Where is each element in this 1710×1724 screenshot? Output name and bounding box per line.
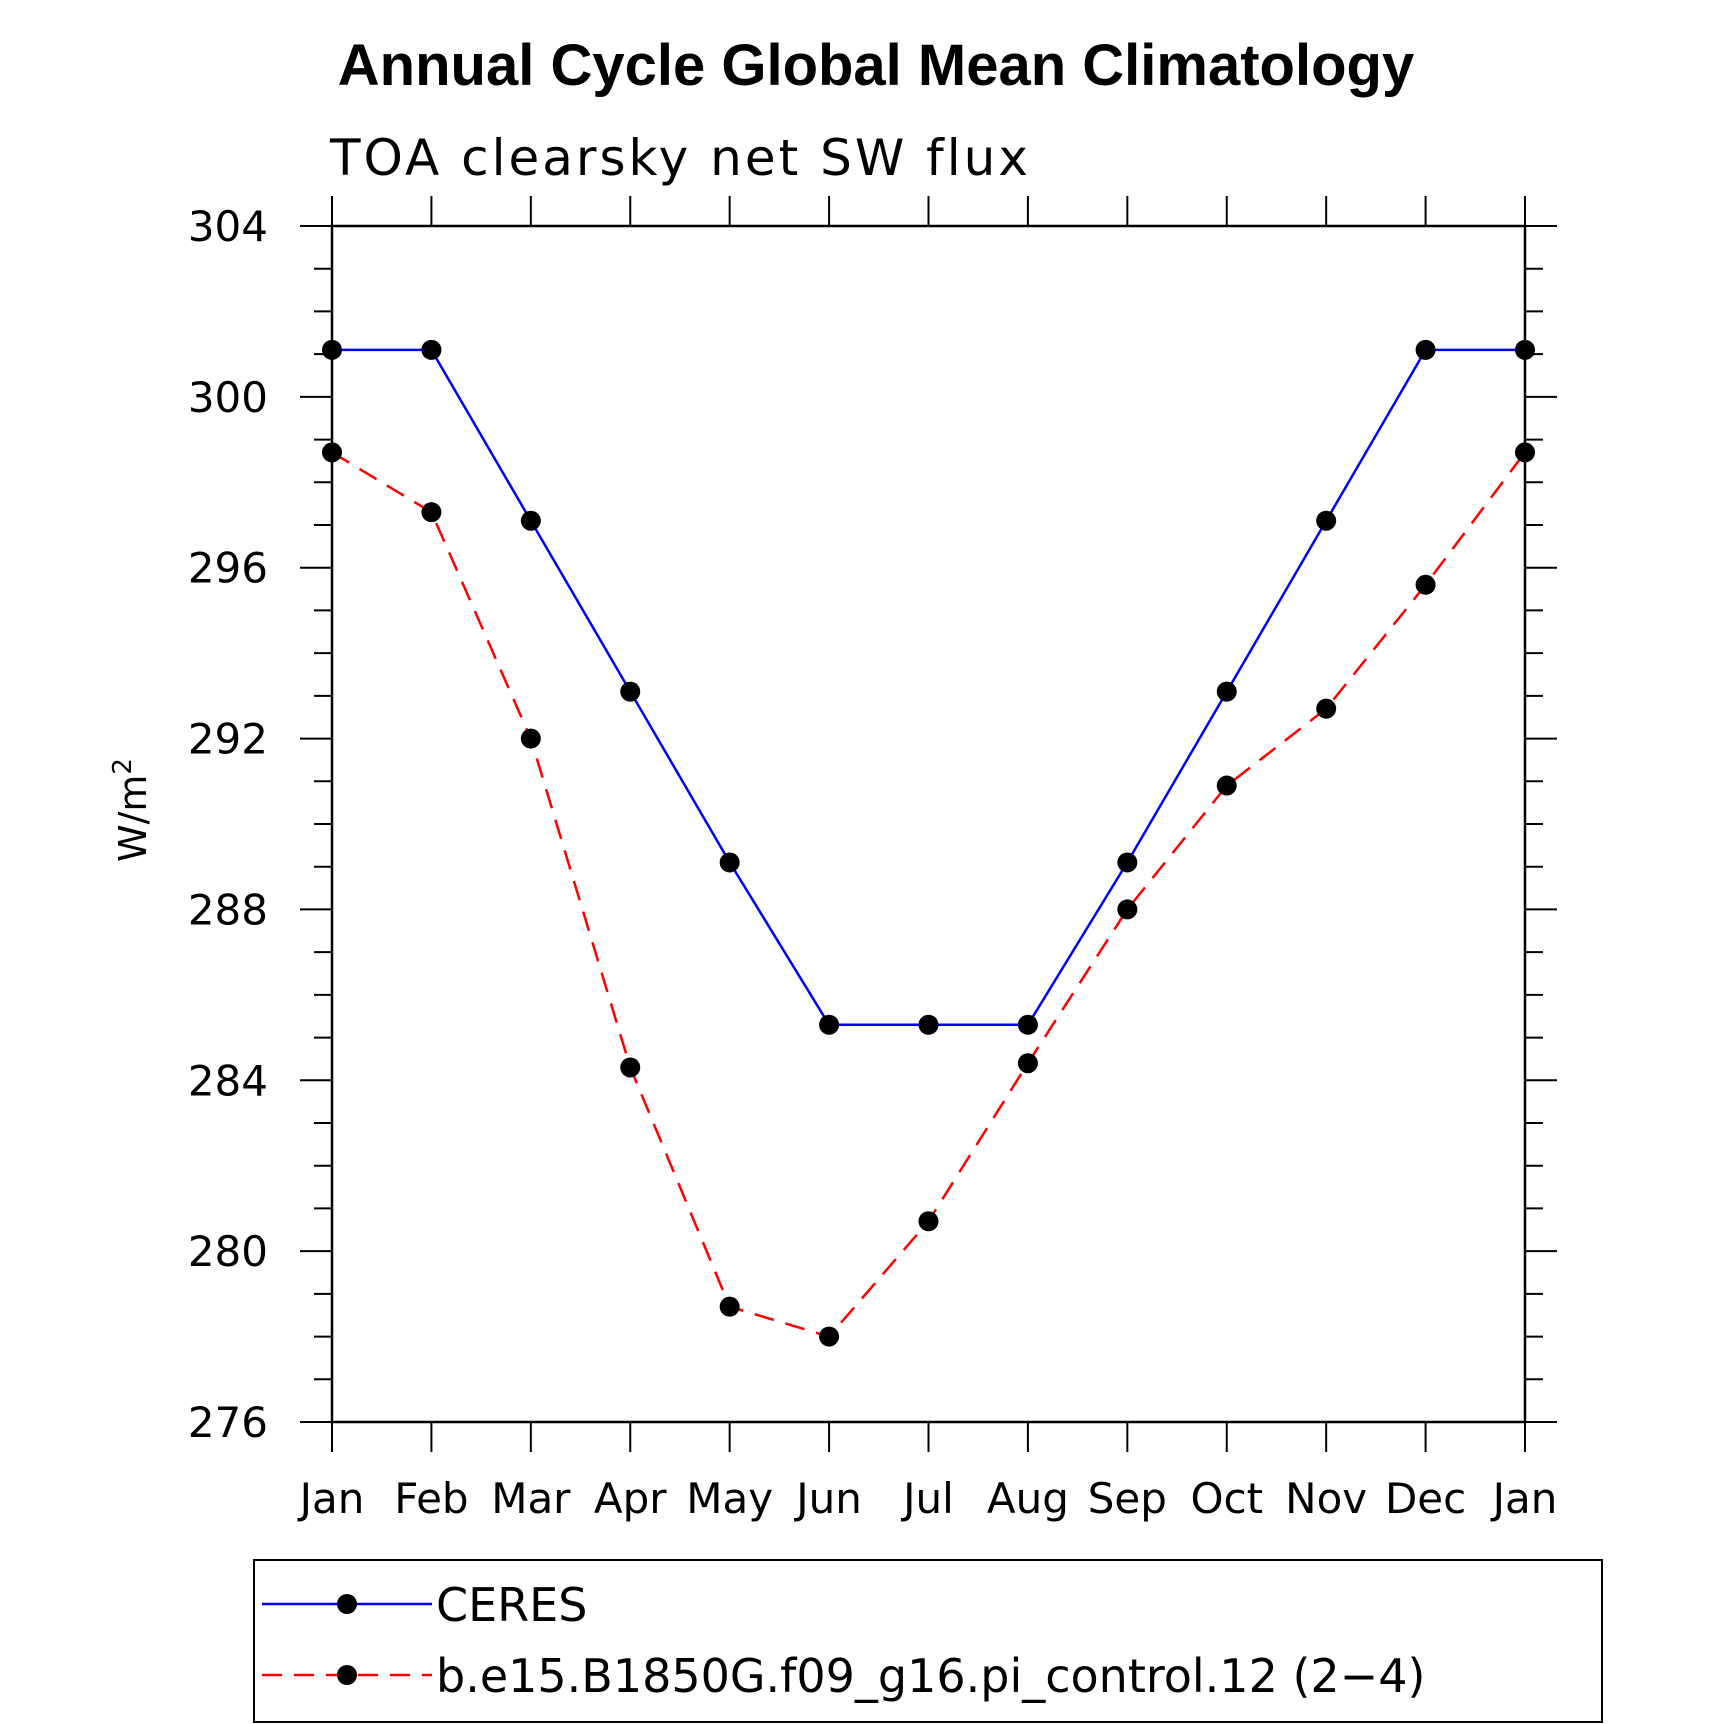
chart-subtitle: TOA clearsky net SW flux xyxy=(329,129,1031,187)
y-tick-label: 300 xyxy=(188,373,268,422)
series-0-point xyxy=(620,681,641,702)
series-1-point xyxy=(819,1326,840,1347)
x-tick-label: Jan xyxy=(1490,1474,1558,1523)
series-0-point xyxy=(719,852,740,873)
series-1-point xyxy=(719,1296,740,1317)
series-0-point xyxy=(819,1014,840,1035)
y-tick-label: 288 xyxy=(188,885,268,934)
x-tick-label: Jan xyxy=(297,1474,365,1523)
y-tick-label: 276 xyxy=(188,1398,268,1447)
series-0-point xyxy=(322,339,342,360)
x-tick-label: Aug xyxy=(987,1474,1069,1523)
y-tick-label: 284 xyxy=(188,1056,268,1105)
x-tick-label: Mar xyxy=(491,1474,571,1523)
series-0-point xyxy=(1017,1014,1038,1035)
series-0-point xyxy=(1415,339,1436,360)
x-tick-label: Jul xyxy=(900,1474,954,1523)
series-1-point xyxy=(620,1057,641,1078)
series-0-point xyxy=(1117,852,1138,873)
series-0-point xyxy=(1216,681,1237,702)
x-tick-label: Feb xyxy=(394,1474,468,1523)
y-axis-label: W/m2 xyxy=(108,758,155,862)
x-tick-label: Dec xyxy=(1385,1474,1466,1523)
series-1-point xyxy=(322,442,342,463)
legend-marker-ceres xyxy=(337,1594,357,1614)
y-axis-label-text: W/m xyxy=(111,775,155,862)
x-tick-label: Nov xyxy=(1285,1474,1367,1523)
series-0-point xyxy=(918,1014,939,1035)
x-tick-label: Sep xyxy=(1088,1474,1167,1523)
series-0-point xyxy=(1515,339,1535,360)
series-1-point xyxy=(1415,574,1436,595)
series-0-point xyxy=(520,510,541,531)
axes: 276 280 284 288 292 296 300 304 Jan Feb Mar Apr May J… xyxy=(188,196,1558,1523)
legend-label-ceres: CERES xyxy=(436,1578,587,1632)
series-line-1 xyxy=(331,451,1526,1339)
series-1-point xyxy=(1017,1053,1038,1074)
x-tick-label: Jun xyxy=(793,1474,862,1523)
y-axis-label-superscript: 2 xyxy=(108,758,138,775)
series-0-point xyxy=(1316,510,1337,531)
series-1-point xyxy=(1117,899,1138,920)
series-1-point xyxy=(1515,442,1535,463)
chart-title: Annual Cycle Global Mean Climatology xyxy=(338,33,1414,98)
legend-box xyxy=(253,1559,1603,1723)
x-tick-label: Oct xyxy=(1190,1474,1263,1523)
legend-label-model: b.e15.B1850G.f09_g16.pi_control.12 (2−4) xyxy=(436,1649,1425,1703)
series-0-point xyxy=(421,339,442,360)
series-1-point xyxy=(520,728,541,749)
series-1-point xyxy=(421,502,442,523)
y-tick-label: 292 xyxy=(188,715,268,764)
series-1-point xyxy=(918,1211,939,1232)
legend: CERES b.e15.B1850G.f09_g16.pi_control.12… xyxy=(253,1559,1603,1723)
series-layer xyxy=(322,339,1535,1347)
x-tick-label: Apr xyxy=(594,1474,667,1523)
plot-frame xyxy=(330,224,1527,1424)
series-line-0 xyxy=(332,348,1525,1027)
legend-marker-model xyxy=(337,1665,357,1685)
svg-text:W/m2: W/m2 xyxy=(108,758,155,862)
x-tick-label: May xyxy=(686,1474,773,1523)
y-tick-label: 296 xyxy=(188,544,268,593)
series-1-point xyxy=(1316,698,1337,719)
y-tick-label: 304 xyxy=(188,202,268,251)
y-tick-label: 280 xyxy=(188,1227,268,1276)
series-1-point xyxy=(1216,775,1237,796)
